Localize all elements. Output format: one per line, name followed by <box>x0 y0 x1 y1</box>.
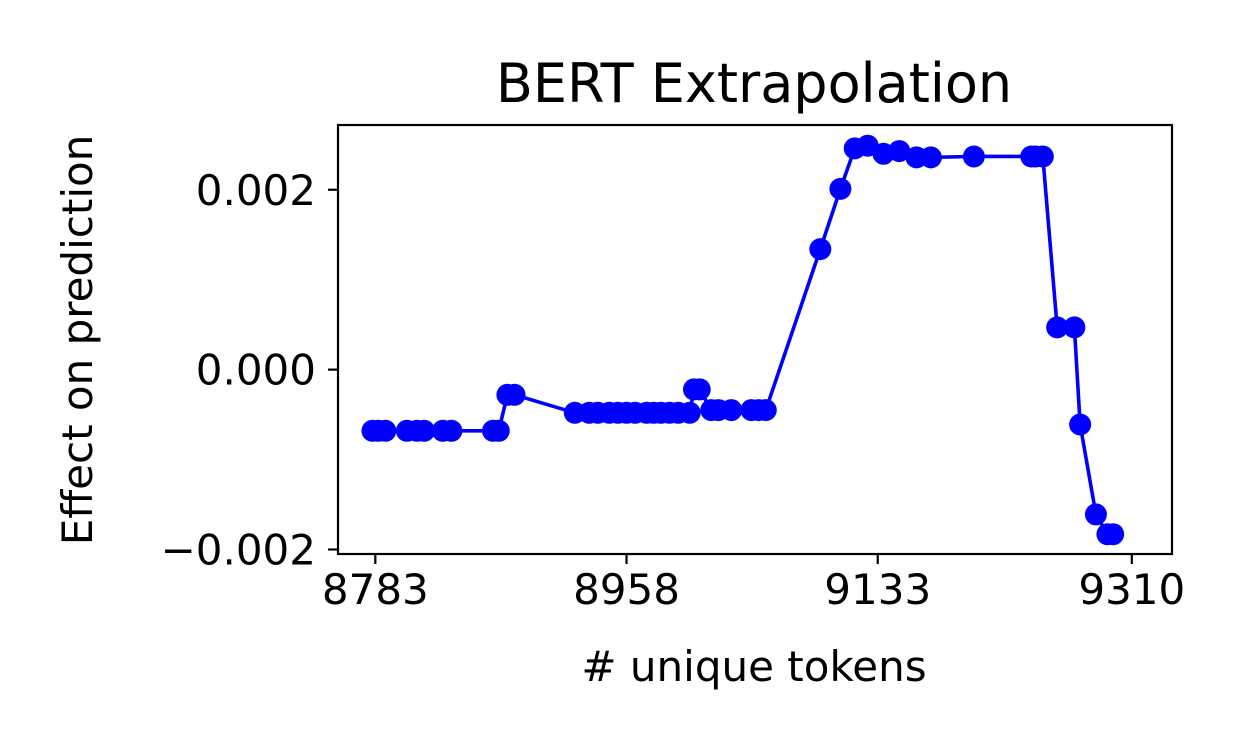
x-tick-label: 8958 <box>573 565 680 614</box>
x-axis: 8783 8958 9133 9310 <box>322 554 1185 614</box>
y-axis: −0.002 0.000 0.002 <box>161 166 338 575</box>
data-point <box>1084 503 1107 526</box>
data-point <box>962 145 985 168</box>
y-axis-label: Effect on prediction <box>53 135 102 546</box>
data-point <box>1031 145 1054 168</box>
data-point <box>754 399 777 422</box>
data-point <box>413 419 436 442</box>
data-point <box>374 419 397 442</box>
plot-area <box>361 134 1125 546</box>
y-tick-label: 0.002 <box>196 166 316 215</box>
series-line-1 <box>372 143 1114 537</box>
x-axis-label: # unique tokens <box>581 642 926 691</box>
x-tick-label: 8783 <box>322 565 429 614</box>
data-point <box>888 140 911 163</box>
x-tick-label: 9133 <box>824 565 931 614</box>
y-tick-label: −0.002 <box>161 526 316 575</box>
data-point <box>1046 316 1069 339</box>
data-point <box>919 146 942 169</box>
data-point <box>809 238 832 261</box>
plot-frame <box>336 123 1174 556</box>
data-point <box>678 401 701 424</box>
data-point <box>829 177 852 200</box>
data-point <box>1063 316 1086 339</box>
data-point <box>503 383 526 406</box>
data-point <box>1069 413 1092 436</box>
x-tick-label: 9310 <box>1078 565 1185 614</box>
data-point <box>1102 523 1125 546</box>
data-point <box>688 378 711 401</box>
chart-title: BERT Extrapolation <box>496 52 1012 115</box>
data-point <box>487 419 510 442</box>
data-point <box>720 399 743 422</box>
data-point <box>440 419 463 442</box>
y-tick-label: 0.000 <box>196 346 316 395</box>
